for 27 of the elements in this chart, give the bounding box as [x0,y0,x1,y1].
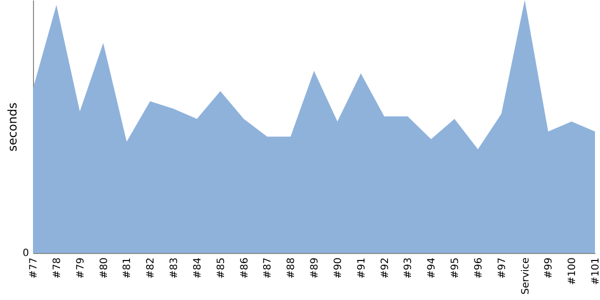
x-tick-label: #86 [239,258,250,279]
x-tick-label: #93 [403,258,414,279]
x-tick-label: #94 [426,258,438,279]
x-tick-label: #99 [544,258,555,279]
x-tick-label: #97 [496,258,508,279]
x-tick-label: #80 [98,258,110,279]
x-tick-label: #101 [590,258,600,285]
x-tick-label: #89 [310,258,320,279]
x-tick-label: #100 [567,258,578,285]
x-tick-label: #87 [262,258,274,279]
x-tick-label: #79 [75,258,86,279]
x-tick-label: #95 [450,258,461,279]
x-tick-label: #96 [473,258,484,279]
x-tick-label: #88 [286,258,298,279]
x-tick-label: #90 [332,258,344,279]
x-tick-label: #84 [192,258,204,279]
x-tick-label: #85 [216,258,227,279]
x-tick-label: #91 [356,258,368,279]
x-tick-label: Service [520,258,532,294]
x-tick-label: #82 [146,258,157,279]
x-tick-label: #78 [52,258,63,279]
x-tick-label: #81 [122,258,134,279]
x-tick-label: #92 [380,258,391,279]
annotation: 0 [22,248,29,259]
x-tick-label: #83 [169,258,180,279]
y-axis-title: seconds [6,102,20,152]
x-tick-label: #77 [28,258,40,279]
